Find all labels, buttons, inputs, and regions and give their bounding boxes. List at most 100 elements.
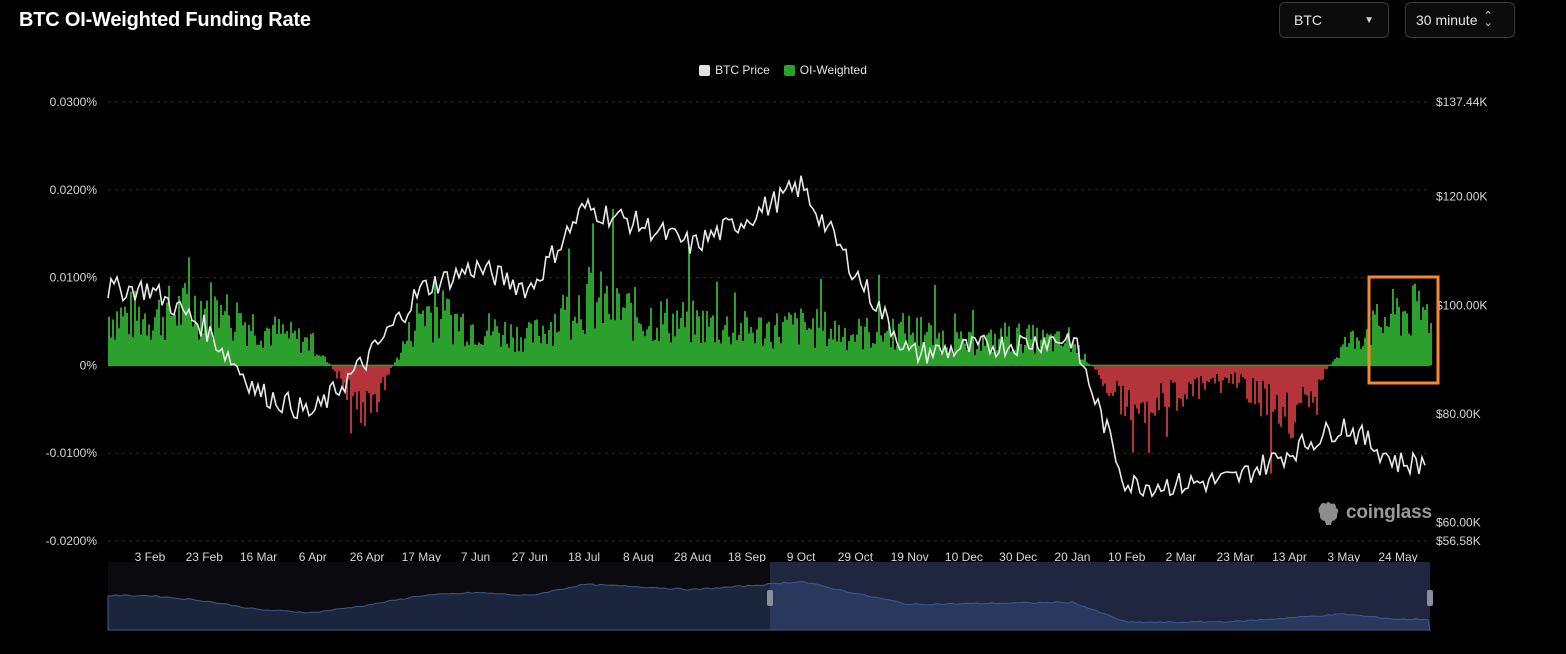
oi-weighted-bar xyxy=(1058,331,1060,366)
oi-weighted-bar xyxy=(904,333,906,366)
oi-weighted-bar xyxy=(148,324,150,366)
oi-weighted-bar xyxy=(812,318,814,366)
oi-weighted-bar xyxy=(906,346,908,366)
oi-weighted-bar xyxy=(900,321,902,366)
oi-weighted-bar xyxy=(1280,365,1282,427)
range-navigator xyxy=(107,562,1433,631)
oi-weighted-bar xyxy=(1094,365,1096,370)
oi-weighted-bar xyxy=(208,331,210,366)
oi-weighted-bar xyxy=(394,362,396,366)
oi-weighted-bar xyxy=(532,342,534,366)
oi-weighted-bar xyxy=(920,316,922,366)
asset-select[interactable]: BTC ▼ xyxy=(1279,2,1389,38)
oi-weighted-bar xyxy=(244,322,246,366)
oi-weighted-bar xyxy=(470,325,472,366)
oi-weighted-bar xyxy=(1088,363,1090,366)
oi-weighted-bar xyxy=(844,327,846,366)
oi-weighted-bar xyxy=(1352,330,1354,366)
oi-weighted-bar xyxy=(358,365,360,392)
oi-weighted-bar xyxy=(480,344,482,366)
oi-weighted-bar xyxy=(1054,334,1056,366)
oi-weighted-bar xyxy=(1384,316,1386,366)
oi-weighted-bar xyxy=(204,308,206,366)
oi-weighted-bar xyxy=(624,307,626,366)
legend-item-btc-price[interactable]: BTC Price xyxy=(699,63,770,77)
oi-weighted-bar xyxy=(568,248,570,366)
oi-weighted-bar xyxy=(390,365,392,369)
oi-weighted-bar xyxy=(876,331,878,366)
oi-weighted-bar xyxy=(1244,365,1246,380)
oi-weighted-bar xyxy=(1268,365,1270,385)
y-right-tick-label: $80.00K xyxy=(1436,407,1481,421)
oi-weighted-bar xyxy=(1262,365,1264,381)
oi-weighted-bar xyxy=(848,341,850,366)
oi-weighted-bar xyxy=(1186,365,1188,400)
oi-weighted-bar xyxy=(1416,301,1418,366)
x-tick-label: 27 Jun xyxy=(512,550,548,564)
oi-weighted-bar xyxy=(192,326,194,366)
oi-weighted-bar xyxy=(1240,365,1242,375)
oi-weighted-bar xyxy=(362,365,364,403)
oi-weighted-bar xyxy=(570,339,572,366)
oi-weighted-bar xyxy=(286,331,288,366)
oi-weighted-bar xyxy=(1378,325,1380,366)
x-tick-label: 17 May xyxy=(402,550,441,564)
oi-weighted-bar xyxy=(1196,365,1198,378)
oi-weighted-bar xyxy=(496,326,498,366)
navigator-handle[interactable] xyxy=(1427,590,1433,606)
oi-weighted-bar xyxy=(186,293,188,366)
oi-weighted-bar xyxy=(1042,329,1044,366)
navigator-handle[interactable] xyxy=(767,590,773,606)
oi-weighted-bar xyxy=(1022,353,1024,366)
oi-weighted-bar xyxy=(384,365,386,391)
oi-weighted-bar xyxy=(316,354,318,366)
oi-weighted-bar xyxy=(1010,351,1012,366)
oi-weighted-bar xyxy=(784,316,786,366)
oi-weighted-bar xyxy=(180,324,182,366)
oi-weighted-bar xyxy=(650,307,652,366)
oi-weighted-bar xyxy=(526,327,528,366)
oi-weighted-bar xyxy=(590,272,592,366)
oi-weighted-bar xyxy=(1404,310,1406,366)
oi-weighted-bar xyxy=(1250,365,1252,403)
oi-weighted-bar xyxy=(922,342,924,366)
oi-weighted-bar xyxy=(518,351,520,366)
oi-weighted-bar xyxy=(670,342,672,366)
oi-weighted-bar xyxy=(574,316,576,366)
oi-weighted-bar xyxy=(292,332,294,366)
oi-weighted-bar xyxy=(1418,290,1420,366)
oi-weighted-bar xyxy=(588,266,590,366)
oi-weighted-bar xyxy=(320,356,322,366)
oi-weighted-bar xyxy=(1202,365,1204,384)
oi-weighted-bar xyxy=(138,306,140,366)
oi-weighted-bar xyxy=(456,313,458,366)
oi-weighted-bar xyxy=(1086,362,1088,366)
oi-weighted-bar xyxy=(836,341,838,366)
oi-weighted-bar xyxy=(256,344,258,366)
oi-weighted-bar xyxy=(194,295,196,366)
oi-weighted-bar xyxy=(488,313,490,366)
oi-weighted-bar xyxy=(794,312,796,366)
oi-weighted-bar xyxy=(1184,365,1186,395)
oi-weighted-bar xyxy=(1402,311,1404,366)
oi-weighted-bar xyxy=(976,349,978,366)
oi-weighted-bar xyxy=(684,327,686,366)
oi-weighted-bar xyxy=(982,335,984,366)
interval-select[interactable]: 30 minute ⌃ ⌄ xyxy=(1405,2,1515,38)
oi-weighted-bar xyxy=(770,341,772,366)
oi-weighted-bar xyxy=(1304,365,1306,395)
oi-weighted-bar xyxy=(1166,365,1168,437)
x-tick-label: 16 Mar xyxy=(240,550,277,564)
oi-weighted-bar xyxy=(644,336,646,366)
oi-weighted-bar xyxy=(724,324,726,366)
oi-weighted-bar xyxy=(662,324,664,366)
oi-weighted-bar xyxy=(1008,326,1010,366)
oi-weighted-bar xyxy=(422,310,424,366)
oi-weighted-bar xyxy=(1336,357,1338,366)
oi-weighted-bar xyxy=(678,328,680,366)
oi-weighted-bar xyxy=(250,331,252,366)
legend-item-oi-weighted[interactable]: OI-Weighted xyxy=(783,63,867,77)
oi-weighted-bar xyxy=(418,313,420,366)
oi-weighted-bar xyxy=(734,292,736,366)
oi-weighted-bar xyxy=(514,351,516,366)
